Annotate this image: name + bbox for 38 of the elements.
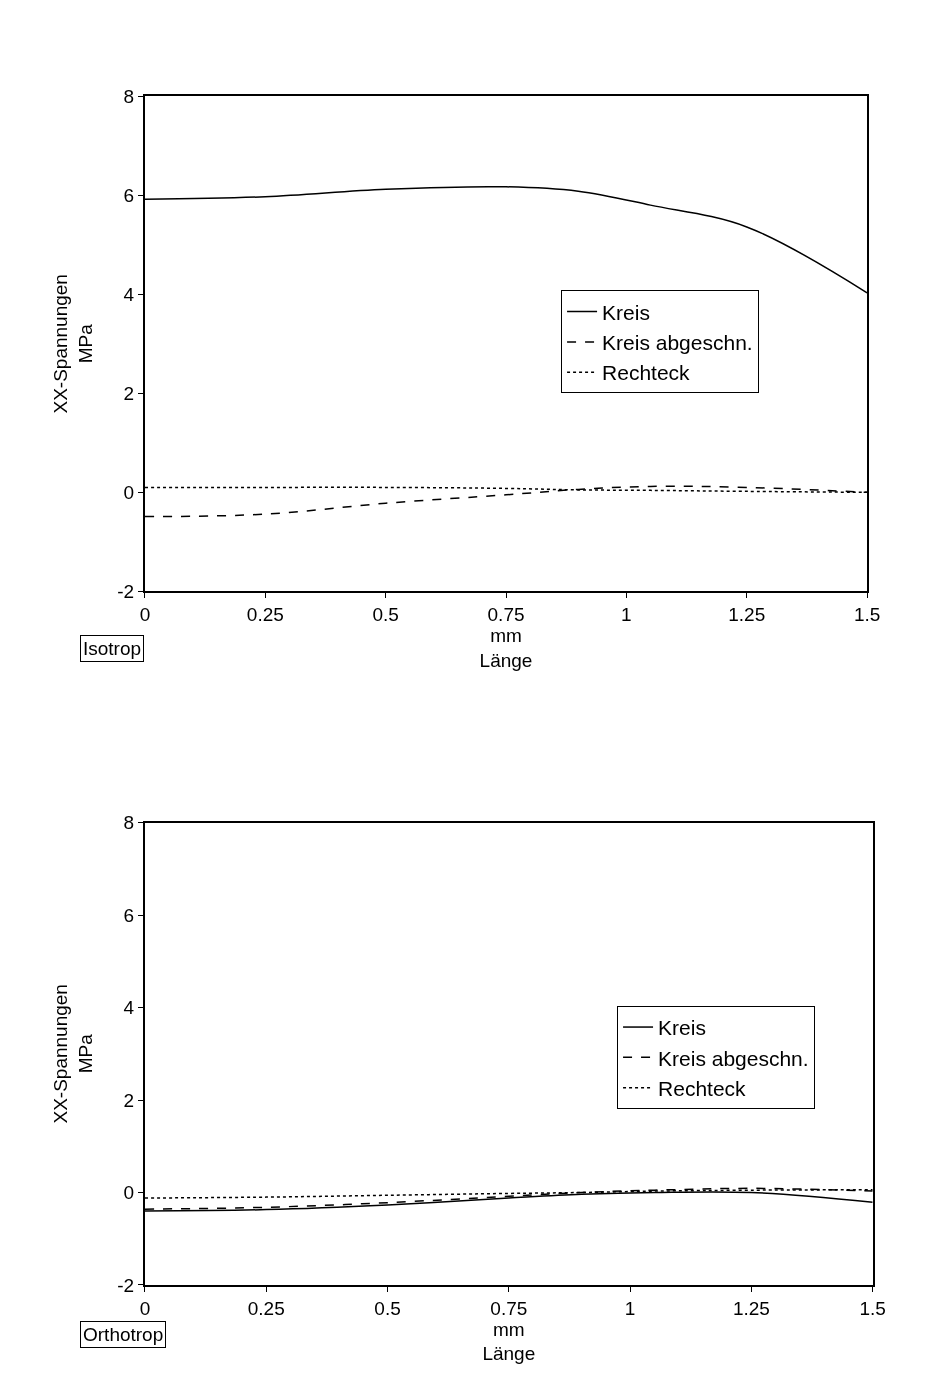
x-axis-title: mm Länge	[479, 625, 533, 671]
x-tick-label: 0.5	[372, 604, 399, 626]
x-tick-label: 0.75	[490, 1297, 528, 1319]
x-tick-label: 1.25	[732, 1297, 770, 1319]
legend-label: Kreis	[658, 1016, 706, 1040]
x-tick-label: 1.5	[859, 1297, 886, 1319]
x-axis-title: mm Länge	[482, 1318, 536, 1365]
legend-label: Kreis abgeschn.	[658, 1046, 809, 1070]
y-tick-label: 4	[123, 997, 135, 1019]
x-tick-label: 0.25	[247, 1297, 285, 1319]
y-tick-label: 0	[123, 482, 135, 503]
y-tick-label: 0	[123, 1182, 135, 1204]
x-tick-label: 1	[621, 604, 632, 626]
x-tick-label: 0.25	[246, 604, 284, 626]
legend-label: Kreis	[602, 300, 650, 324]
x-tick-label: 0.75	[487, 604, 525, 626]
x-tick-label: 0.5	[374, 1297, 401, 1319]
y-tick-label: 4	[123, 283, 135, 305]
x-tick-label: 1	[624, 1297, 636, 1319]
x-tick-label: 0	[139, 604, 151, 626]
y-tick-label: 8	[123, 85, 135, 107]
legend-label: Rechteck	[602, 361, 691, 385]
text: Isotrop	[83, 638, 142, 659]
y-tick-label: 6	[123, 184, 135, 206]
y-tick-label: 8	[123, 812, 135, 834]
y-tick-label: 2	[123, 1089, 135, 1111]
y-axis-title: XX-Spannungen MPa	[49, 274, 96, 414]
y-tick-label: -2	[117, 581, 135, 603]
y-tick-label: 2	[123, 382, 135, 404]
y-axis-title: XX-Spannungen MPa	[49, 984, 96, 1124]
x-tick-label: 1.25	[728, 604, 766, 626]
y-tick-label: -2	[117, 1274, 135, 1296]
legend-label: Kreis abgeschn.	[602, 331, 753, 355]
x-tick-label: 0	[139, 1297, 151, 1319]
y-tick-label: 6	[123, 904, 135, 926]
x-tick-label: 1.5	[853, 604, 881, 626]
legend-label: Rechteck	[658, 1076, 747, 1100]
text: Orthotrop	[83, 1324, 164, 1345]
